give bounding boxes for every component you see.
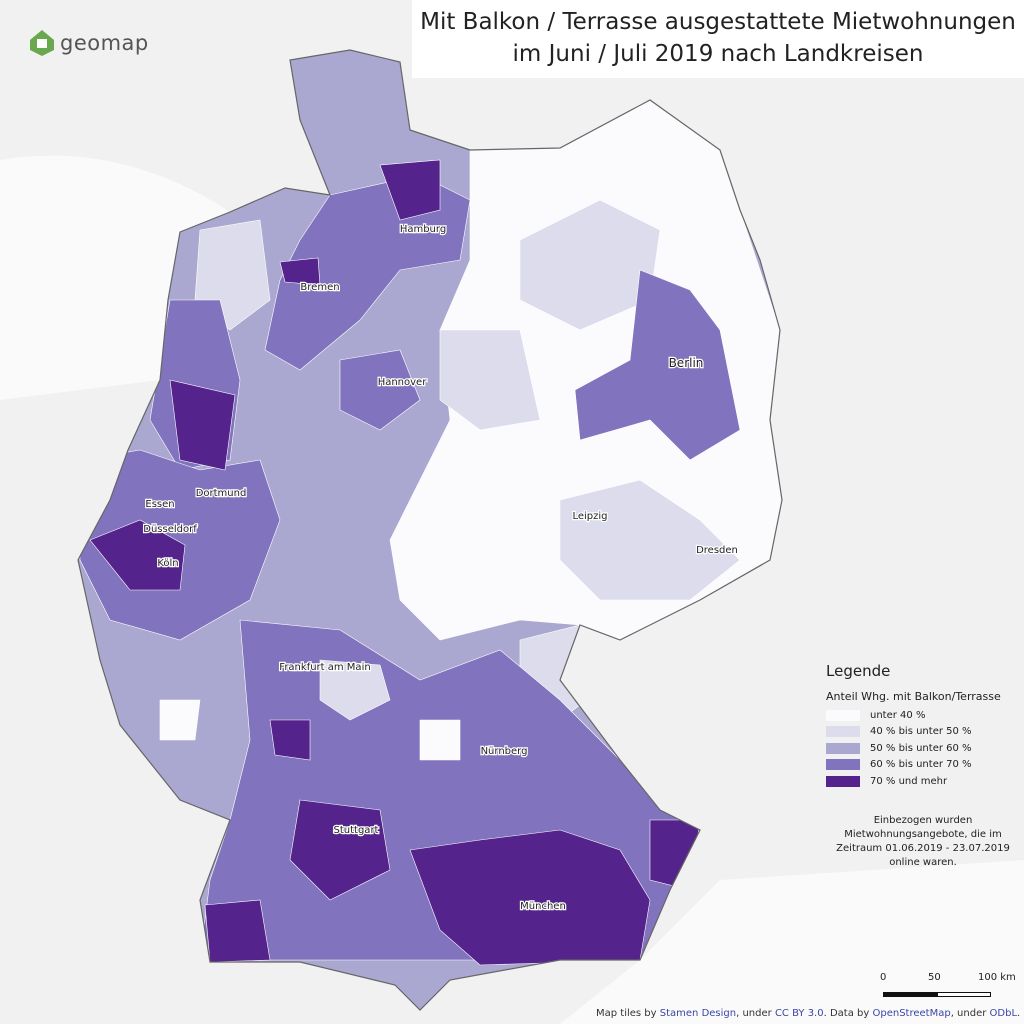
legend-swatch bbox=[826, 759, 860, 771]
note-line: online waren. bbox=[889, 857, 957, 868]
attr-text: . Data by bbox=[823, 1008, 870, 1019]
attr-link[interactable]: CC BY 3.0 bbox=[774, 1008, 824, 1019]
region bbox=[574, 269, 741, 461]
legend-title: Legende bbox=[826, 662, 891, 680]
city-label: Nürnberg bbox=[481, 746, 528, 757]
city-label: Essen bbox=[145, 499, 174, 510]
note-line: Mietwohnungsangebote, die im bbox=[844, 829, 1002, 840]
legend-label: unter 40 % bbox=[870, 709, 926, 721]
attr-text: , under bbox=[950, 1008, 987, 1019]
region bbox=[319, 659, 391, 721]
legend-swatch bbox=[826, 726, 860, 738]
city-label: München bbox=[520, 901, 566, 912]
legend-label: 50 % bis unter 60 % bbox=[870, 742, 972, 754]
region bbox=[289, 799, 391, 901]
attr-text: . bbox=[1017, 1008, 1021, 1019]
legend-subtitle: Anteil Whg. mit Balkon/Terrasse bbox=[826, 690, 1001, 703]
note-line: Einbezogen wurden bbox=[873, 815, 973, 826]
city-label: Leipzig bbox=[572, 511, 607, 522]
city-label: Berlin bbox=[669, 356, 704, 370]
region bbox=[279, 257, 321, 286]
legend-label: 40 % bis unter 50 % bbox=[870, 726, 972, 738]
region bbox=[204, 899, 271, 963]
legend-swatch bbox=[826, 742, 860, 754]
attr-text: Map tiles by bbox=[596, 1008, 657, 1019]
scale-segment bbox=[937, 992, 991, 997]
scale-label: 100 km bbox=[978, 972, 1016, 983]
logo-icon bbox=[30, 30, 54, 56]
legend-label: 60 % bis unter 70 % bbox=[870, 759, 972, 771]
logo-text: geomap bbox=[60, 31, 149, 55]
region bbox=[409, 829, 651, 966]
legend-rows: unter 40 % 40 % bis unter 50 % 50 % bis un… bbox=[826, 707, 1016, 790]
attr-link[interactable]: ODbL bbox=[989, 1008, 1018, 1019]
legend-swatch bbox=[826, 709, 860, 721]
attr-link[interactable]: OpenStreetMap bbox=[872, 1008, 951, 1019]
city-label: Bremen bbox=[300, 282, 339, 293]
region bbox=[559, 479, 741, 601]
attr-link[interactable]: Stamen Design bbox=[659, 1008, 737, 1019]
city-label: Köln bbox=[157, 558, 178, 569]
region bbox=[269, 719, 311, 761]
legend-item: 70 % und mehr bbox=[826, 773, 1016, 790]
region bbox=[439, 329, 541, 431]
city-label: Dresden bbox=[696, 545, 738, 556]
note: Einbezogen wurden Mietwohnungsangebote, … bbox=[818, 814, 1024, 870]
city-label: Frankfurt am Main bbox=[279, 662, 370, 673]
city-label: Düsseldorf bbox=[143, 524, 197, 535]
city-label: Hamburg bbox=[400, 224, 446, 235]
region bbox=[89, 519, 186, 591]
neighbor-land bbox=[0, 155, 230, 400]
legend-item: 60 % bis unter 70 % bbox=[826, 757, 1016, 774]
neighbor-land bbox=[560, 860, 1024, 1024]
title-box: Mit Balkon / Terrasse ausgestattete Miet… bbox=[412, 0, 1024, 78]
title-line: Mit Balkon / Terrasse ausgestattete Miet… bbox=[420, 9, 1016, 35]
region bbox=[339, 349, 421, 431]
region bbox=[379, 159, 441, 221]
scale-segment bbox=[883, 992, 937, 997]
attr-text: , under bbox=[736, 1008, 772, 1019]
legend: Legende Anteil Whg. mit Balkon/Terrasse … bbox=[826, 662, 1016, 790]
legend-label: 70 % und mehr bbox=[870, 775, 948, 787]
attribution: Map tiles by Stamen Design, under CC BY … bbox=[596, 1008, 1020, 1019]
region bbox=[169, 379, 236, 471]
city-label: Dortmund bbox=[196, 488, 247, 499]
note-line: Zeitraum 01.06.2019 - 23.07.2019 bbox=[836, 843, 1010, 854]
scale-label: 50 bbox=[928, 972, 941, 983]
logo: geomap bbox=[28, 28, 149, 58]
legend-swatch bbox=[826, 775, 860, 787]
legend-item: unter 40 % bbox=[826, 707, 1016, 724]
city-label: Hannover bbox=[378, 377, 428, 388]
legend-item: 40 % bis unter 50 % bbox=[826, 724, 1016, 741]
city-label: Stuttgart bbox=[334, 825, 379, 836]
region bbox=[159, 699, 201, 741]
title-line: im Juni / Juli 2019 nach Landkreisen bbox=[512, 41, 924, 67]
scale-label: 0 bbox=[880, 972, 887, 983]
region bbox=[419, 719, 461, 761]
legend-item: 50 % bis unter 60 % bbox=[826, 740, 1016, 757]
